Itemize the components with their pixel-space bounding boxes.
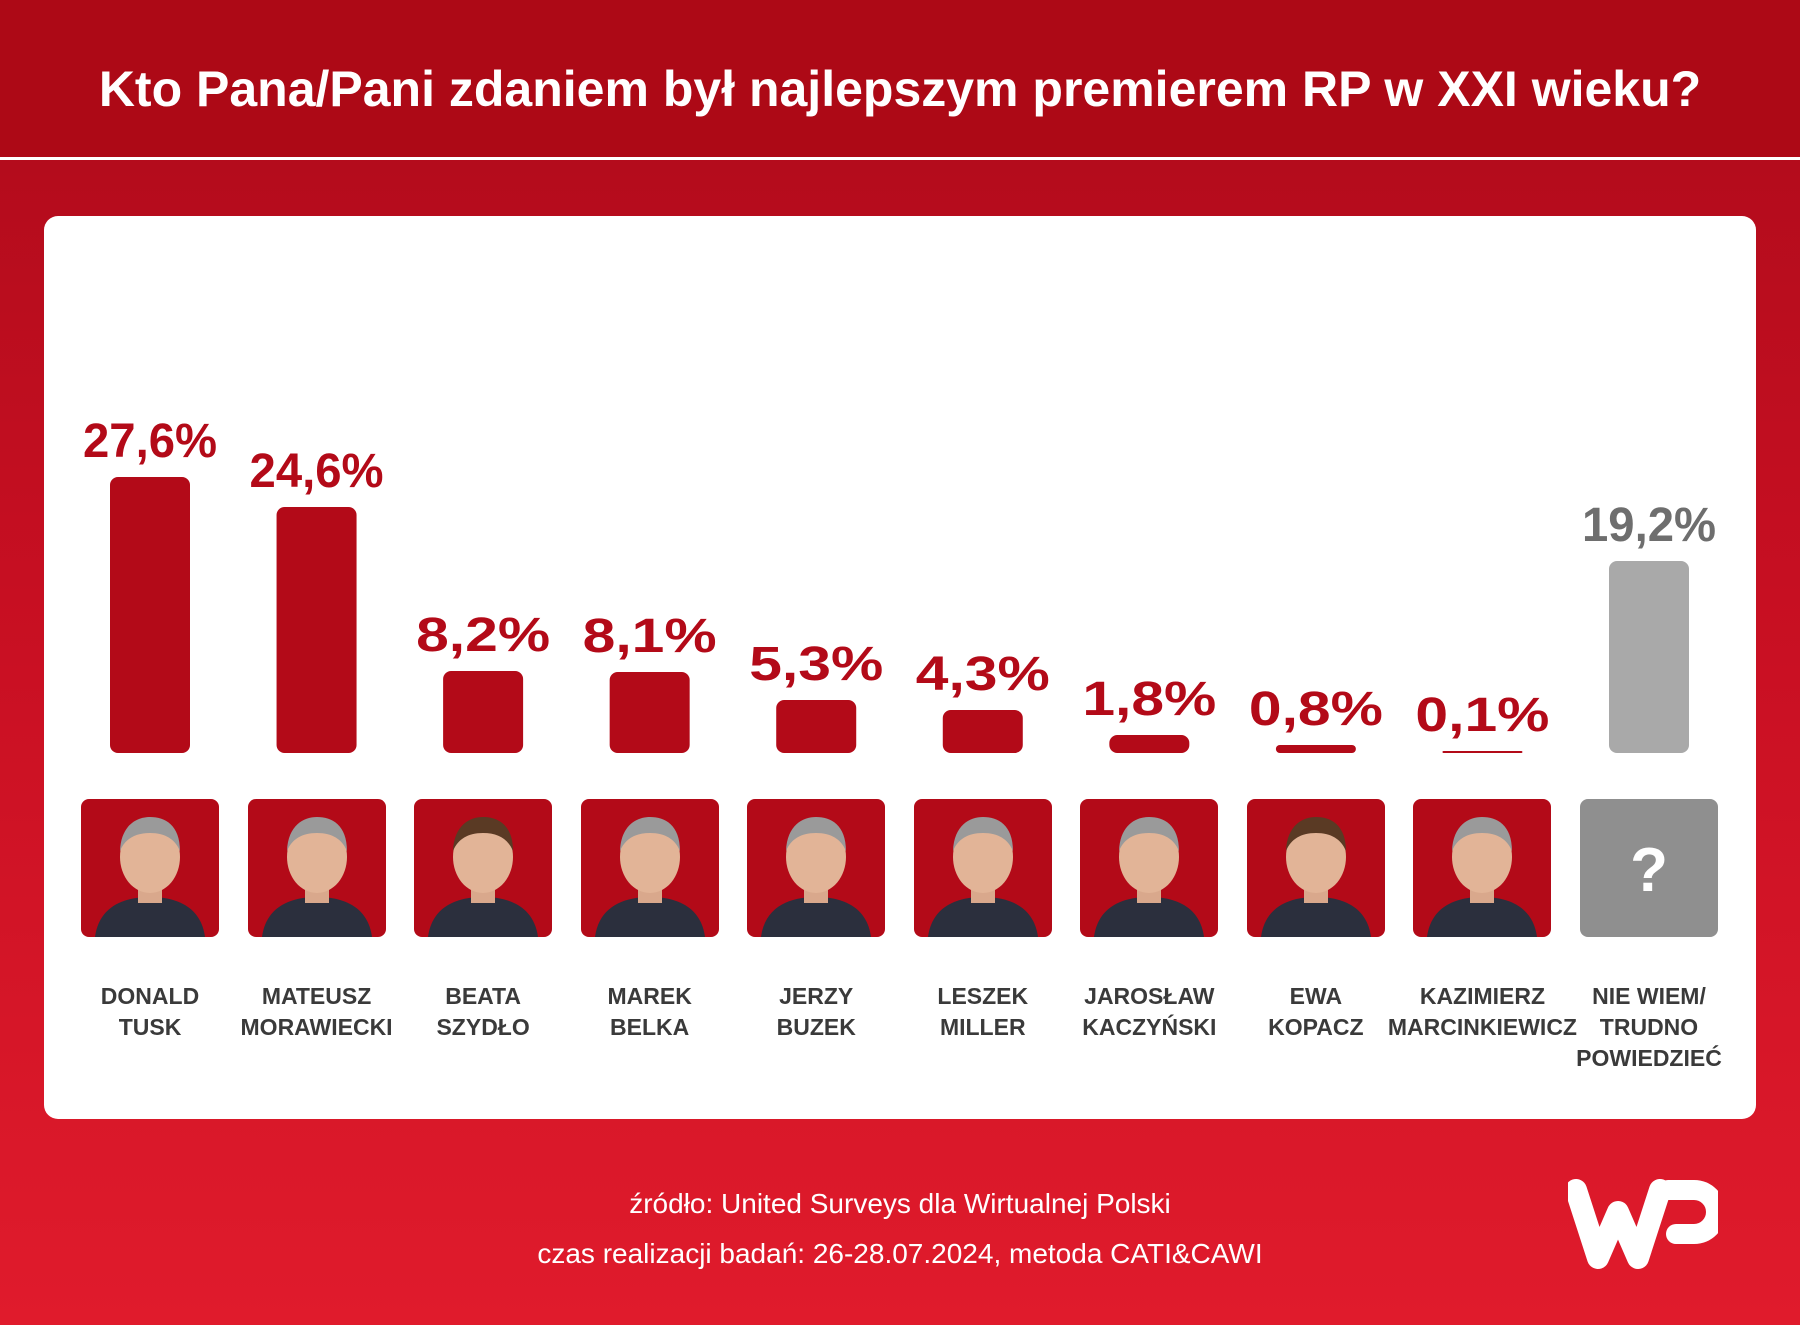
- category-label-1: MATEUSZ MORAWIECKI: [240, 983, 393, 1040]
- category-label-8: KAZIMIERZ MARCINKIEWICZ: [1387, 983, 1577, 1040]
- value-label-3: 8,1%: [583, 610, 717, 663]
- value-label-7: 0,8%: [1249, 683, 1383, 736]
- method-note: czas realizacji badań: 26-28.07.2024, me…: [537, 1238, 1263, 1269]
- source-note: źródło: United Surveys dla Wirtualnej Po…: [629, 1188, 1171, 1219]
- chart-panel: 27,6% 24,6% 8,2% 8,1% 5,3% 4,3% 1,8% 0,8% 0,1% 19…: [44, 216, 1756, 1119]
- bar-7: [1275, 745, 1356, 753]
- category-label-5: LESZEK MILLER: [937, 983, 1029, 1040]
- value-label-4: 5,3%: [749, 638, 883, 691]
- bar-0: [110, 477, 190, 753]
- category-label-4: JERZY BUZEK: [776, 983, 856, 1040]
- svg-text:?: ?: [1630, 836, 1668, 905]
- bar-8: [1442, 751, 1523, 753]
- bar-5: [942, 710, 1023, 753]
- candidate-photo-0: [81, 799, 219, 937]
- candidate-photo-2: [414, 799, 553, 937]
- bar-3: [609, 672, 690, 753]
- category-label-3: MAREK BELKA: [607, 983, 692, 1040]
- candidate-photo-5: [913, 799, 1052, 937]
- value-label-6: 1,8%: [1082, 673, 1216, 726]
- candidate-photo-8: [1413, 799, 1552, 937]
- value-label-0: 27,6%: [83, 415, 217, 468]
- bar-1: [276, 507, 357, 753]
- question-mark-icon: ?: [1580, 799, 1718, 937]
- value-label-2: 8,2%: [416, 609, 550, 662]
- candidate-photo-4: [747, 799, 886, 937]
- category-label-0: DONALD TUSK: [100, 983, 200, 1040]
- value-label-5: 4,3%: [916, 648, 1050, 701]
- candidate-photo-1: [247, 799, 386, 937]
- category-label-2: BEATA SZYDŁO: [436, 983, 530, 1040]
- candidate-photo-7: [1246, 799, 1385, 937]
- bar-9: [1609, 561, 1689, 753]
- bar-2: [443, 671, 524, 753]
- value-label-8: 0,1%: [1415, 689, 1549, 742]
- wp-logo: [1568, 1179, 1718, 1269]
- category-label-7: EWA KOPACZ: [1268, 983, 1364, 1040]
- candidate-photo-6: [1080, 799, 1219, 937]
- chart-title: Kto Pana/Pani zdaniem był najlepszym pre…: [98, 61, 1702, 117]
- bar-chart: 27,6% 24,6% 8,2% 8,1% 5,3% 4,3% 1,8% 0,8% 0,1% 19…: [83, 415, 1716, 753]
- value-label-1: 24,6%: [250, 445, 384, 498]
- bar-4: [776, 700, 857, 753]
- header-bar: Kto Pana/Pani zdaniem był najlepszym pre…: [0, 0, 1800, 160]
- category-label-6: JAROSŁAW KACZYŃSKI: [1082, 983, 1217, 1040]
- value-label-9: 19,2%: [1582, 499, 1716, 552]
- category-label-9: NIE WIEM/ TRUDNO POWIEDZIEĆ: [1576, 983, 1722, 1071]
- candidate-photo-3: [580, 799, 719, 937]
- bar-6: [1109, 735, 1190, 753]
